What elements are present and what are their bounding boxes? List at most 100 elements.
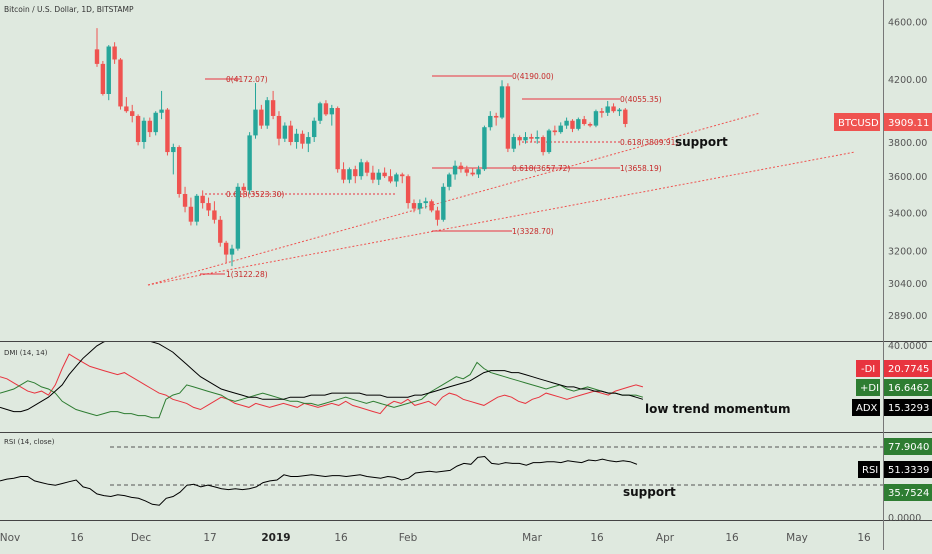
- candle-body: [470, 172, 475, 175]
- annotation-support-price: support: [675, 135, 728, 149]
- adx-value-tag: [884, 399, 932, 416]
- time-tick: 16: [70, 532, 84, 544]
- candle-body: [447, 174, 452, 187]
- time-tick: Feb: [399, 532, 418, 544]
- candle-body: [223, 242, 229, 255]
- candle-body: [212, 210, 217, 220]
- candle-body: [535, 137, 540, 139]
- time-tick: 16: [725, 532, 739, 544]
- fib-levels: [200, 75, 620, 275]
- fib-label: 1(3658.19): [620, 164, 662, 173]
- candle-body: [171, 147, 176, 153]
- candle-body: [576, 119, 581, 129]
- candle-body: [112, 46, 117, 60]
- rsi-upper-band-value: 77.9040: [888, 442, 929, 453]
- candle-body: [153, 112, 158, 133]
- candle-body: [394, 174, 399, 182]
- candle-body: [623, 109, 628, 124]
- fib-label: 1(3122.28): [226, 270, 268, 279]
- candle-body: [617, 109, 622, 112]
- candle-body: [347, 169, 352, 180]
- rsi-lower-band-tag: [884, 484, 932, 501]
- rsi-label: RSI: [862, 465, 878, 476]
- candle-body: [235, 186, 241, 249]
- price-tick: 4200.00: [888, 75, 927, 86]
- dmi-title: DMI (14, 14): [4, 349, 48, 357]
- price-tick: 3040.00: [888, 279, 927, 290]
- candle-body: [253, 109, 258, 136]
- candle-body: [529, 137, 534, 139]
- candle-body: [329, 108, 334, 115]
- candle-body: [493, 115, 499, 118]
- minus-di-label-tag: [856, 360, 880, 377]
- chart-title: Bitcoin / U.S. Dollar, 1D, BITSTAMP: [4, 5, 134, 14]
- candlestick-series: [94, 28, 628, 267]
- plus-di-label: +DI: [860, 383, 879, 394]
- candle-body: [564, 120, 569, 126]
- plus-di-label-tag: [856, 379, 880, 396]
- candle-body: [130, 111, 135, 116]
- candle-body: [423, 201, 428, 204]
- rsi-line: [0, 455, 638, 506]
- rsi-upper-band-tag: [884, 438, 932, 455]
- candle-body: [458, 165, 464, 170]
- candle-body: [276, 115, 282, 139]
- candle-body: [511, 137, 516, 149]
- candle-body: [241, 186, 246, 191]
- candle-body: [341, 169, 346, 180]
- rsi-value-tag: [884, 461, 932, 478]
- candle-body: [417, 203, 423, 209]
- last-price-value-tag: [884, 113, 932, 131]
- candle-body: [405, 176, 411, 204]
- fib-label: 0.618(3657.72): [512, 164, 570, 173]
- candle-body: [452, 165, 458, 175]
- annotation-support-rsi: support: [623, 485, 676, 499]
- fib-label: 0.618(3523.30): [226, 190, 284, 199]
- rsi-title: RSI (14, close): [4, 438, 55, 446]
- rsi-label-tag: [858, 461, 880, 478]
- candle-body: [300, 133, 305, 144]
- last-price-value: 3909.11: [888, 118, 929, 129]
- rsi-series: [0, 455, 638, 506]
- trendline-upper: [147, 112, 761, 286]
- plus-di-value-tag: [884, 379, 932, 396]
- candle-body: [188, 206, 194, 222]
- candle-body: [165, 109, 170, 153]
- candle-body: [353, 169, 358, 177]
- candle-body: [259, 109, 264, 126]
- candle-body: [106, 46, 111, 94]
- candle-body: [94, 49, 100, 64]
- candle-body: [159, 109, 164, 113]
- minus-di-value-tag: [884, 360, 932, 377]
- price-tick: 3400.00: [888, 208, 927, 219]
- candle-body: [100, 63, 106, 94]
- annotation-low-trend-momentum: low trend momentum: [645, 402, 790, 416]
- price-tick: 3800.00: [888, 138, 927, 149]
- time-tick: 16: [590, 532, 604, 544]
- candle-body: [288, 125, 293, 143]
- candle-body: [176, 147, 182, 194]
- candle-body: [124, 106, 129, 112]
- candle-body: [605, 106, 610, 113]
- time-tick: Apr: [656, 532, 675, 544]
- rsi-value: 51.3339: [888, 465, 929, 476]
- time-tick: 17: [203, 532, 216, 544]
- candle-body: [118, 59, 123, 107]
- fib-labels: 0(4172.07) 0.618(3523.30) 1(3122.28) 0(4…: [226, 72, 678, 279]
- adx-line: [0, 342, 644, 413]
- fib-label: 0(4172.07): [226, 75, 268, 84]
- plus-di-line: [0, 361, 644, 419]
- candle-body: [482, 127, 487, 170]
- candle-body: [135, 115, 141, 143]
- candle-body: [570, 120, 575, 129]
- minus-di-label: -DI: [861, 364, 875, 375]
- candle-body: [552, 130, 558, 133]
- adx-label-tag: [852, 399, 880, 416]
- last-price-symbol-tag: [834, 113, 880, 131]
- candle-body: [218, 219, 223, 243]
- fib-label: 1(3328.70): [512, 227, 554, 236]
- price-tick: 2890.00: [888, 311, 927, 322]
- candle-body: [370, 172, 376, 180]
- candle-body: [540, 137, 546, 153]
